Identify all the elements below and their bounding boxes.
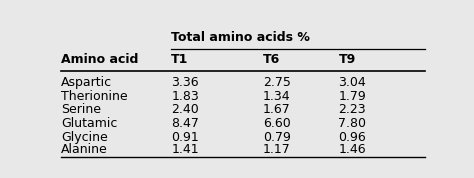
Text: 3.36: 3.36 (171, 76, 199, 89)
Text: 1.67: 1.67 (263, 103, 291, 116)
Text: T1: T1 (171, 53, 189, 66)
Text: 2.75: 2.75 (263, 76, 291, 89)
Text: Therionine: Therionine (61, 90, 128, 103)
Text: T6: T6 (263, 53, 281, 66)
Text: 3.04: 3.04 (338, 76, 366, 89)
Text: 1.34: 1.34 (263, 90, 291, 103)
Text: 2.23: 2.23 (338, 103, 366, 116)
Text: Total amino acids %: Total amino acids % (171, 31, 310, 44)
Text: 8.47: 8.47 (171, 117, 199, 130)
Text: 0.91: 0.91 (171, 131, 199, 144)
Text: Alanine: Alanine (61, 143, 108, 156)
Text: Glutamic: Glutamic (61, 117, 118, 130)
Text: 1.46: 1.46 (338, 143, 366, 156)
Text: T9: T9 (338, 53, 356, 66)
Text: Serine: Serine (61, 103, 101, 116)
Text: 1.41: 1.41 (171, 143, 199, 156)
Text: 6.60: 6.60 (263, 117, 291, 130)
Text: Glycine: Glycine (61, 131, 108, 144)
Text: 1.83: 1.83 (171, 90, 199, 103)
Text: 1.79: 1.79 (338, 90, 366, 103)
Text: 0.79: 0.79 (263, 131, 291, 144)
Text: Aspartic: Aspartic (61, 76, 112, 89)
Text: 2.40: 2.40 (171, 103, 199, 116)
Text: 1.17: 1.17 (263, 143, 291, 156)
Text: 7.80: 7.80 (338, 117, 366, 130)
Text: 0.96: 0.96 (338, 131, 366, 144)
Text: Amino acid: Amino acid (61, 53, 138, 66)
